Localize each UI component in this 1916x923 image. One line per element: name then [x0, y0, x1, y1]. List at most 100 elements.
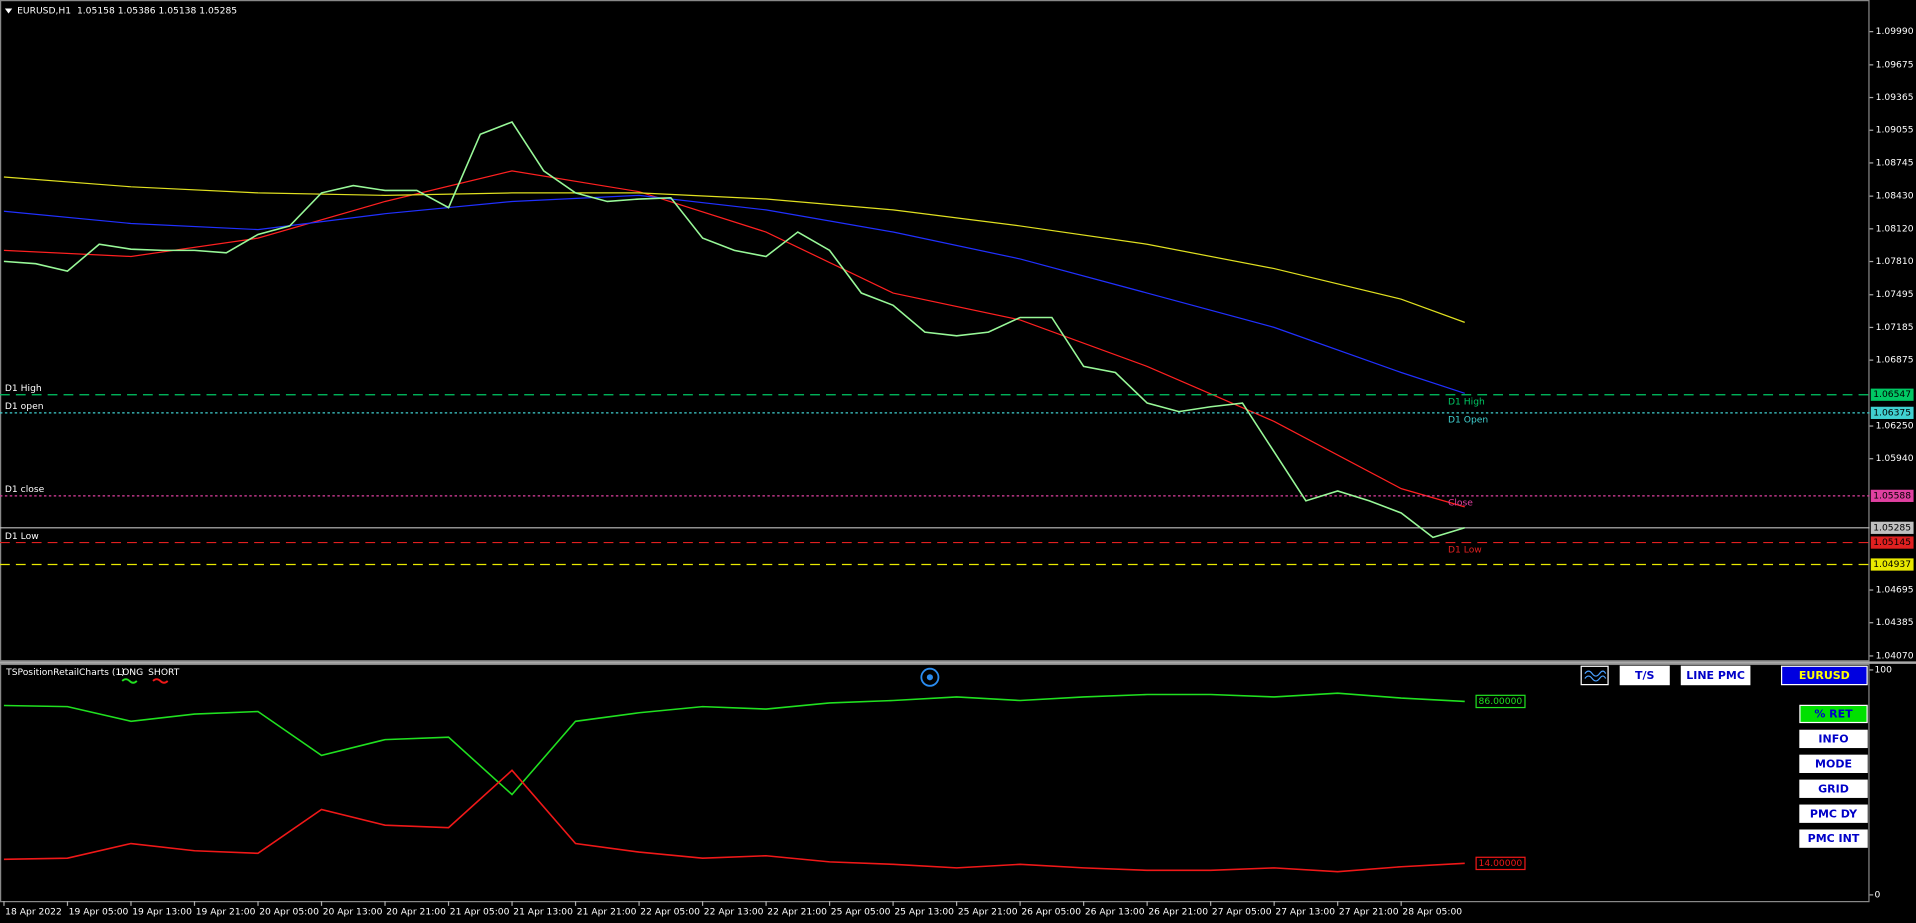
level-right-label: D1 High [1448, 397, 1485, 408]
price-tag-label: 1.04937 [1873, 559, 1911, 570]
button[interactable]: INFO [1799, 729, 1868, 749]
y-tick-label: 1.07810 [1876, 256, 1914, 267]
x-tick-label: 26 Apr 13:00 [1085, 906, 1145, 917]
y-tick-label: 1.06875 [1876, 355, 1914, 366]
x-tick-label: 26 Apr 21:00 [1148, 906, 1208, 917]
y-tick-label: 1.06250 [1876, 421, 1914, 432]
button[interactable]: LINE PMC [1680, 665, 1751, 686]
x-tick-label: 22 Apr 05:00 [640, 906, 700, 917]
button-label: PMC INT [1808, 832, 1860, 845]
settings-icon[interactable] [920, 667, 940, 687]
indicator-title: TSPositionRetailCharts (1) [5, 667, 125, 678]
x-tick-label: 25 Apr 21:00 [958, 906, 1018, 917]
button-label: GRID [1818, 782, 1849, 795]
x-tick-label: 19 Apr 05:00 [69, 906, 129, 917]
wave-button[interactable] [1580, 665, 1609, 686]
level-left-label: D1 Low [5, 531, 39, 542]
price-line [3, 121, 1465, 539]
chart-layer: 1.09990 1.09675 1.09365 1.09055 1.08745 1.084… [0, 26, 1914, 917]
y-tick-label: 1.04385 [1876, 617, 1914, 628]
x-tick-label: 22 Apr 21:00 [767, 906, 827, 917]
button[interactable]: PMC DY [1799, 804, 1868, 823]
x-tick-label: 21 Apr 05:00 [450, 906, 510, 917]
button[interactable]: MODE [1799, 754, 1868, 773]
y-tick-label: 1.05940 [1876, 453, 1914, 464]
button-label: MODE [1815, 757, 1852, 770]
price-tag-label: 1.05588 [1873, 490, 1911, 501]
button-face [1799, 704, 1868, 724]
button[interactable]: % RET [1799, 704, 1868, 724]
y-tick-label: 1.08745 [1876, 157, 1914, 168]
x-tick-label: 27 Apr 13:00 [1275, 906, 1335, 917]
indicator-line [3, 769, 1465, 873]
icon-dot [926, 674, 933, 681]
price-tag-label: 1.05285 [1873, 522, 1911, 533]
moving-average [3, 170, 1465, 508]
button-face [1799, 729, 1868, 749]
y-tick-label: 1.04695 [1876, 585, 1914, 596]
level-right-label: Close [1448, 498, 1473, 509]
y-tick-label: 100 [1874, 664, 1892, 675]
button-face [1680, 665, 1751, 686]
price-tag [1870, 558, 1914, 571]
price-tag-label: 1.06375 [1873, 407, 1911, 418]
price-tag [1870, 388, 1914, 401]
y-tick-label: 1.07495 [1876, 289, 1914, 300]
wave-icon [1584, 670, 1607, 682]
x-tick-label: 18 Apr 2022 [5, 906, 62, 917]
button-label: % RET [1814, 708, 1853, 721]
button[interactable]: EURUSD [1780, 665, 1868, 686]
button[interactable]: GRID [1799, 779, 1868, 798]
button-face [1799, 804, 1868, 823]
x-tick-label: 28 Apr 05:00 [1402, 906, 1462, 917]
button-label: PMC DY [1810, 807, 1858, 820]
level-left-label: D1 close [5, 484, 45, 495]
indicator-line [3, 692, 1465, 796]
x-tick-label: 19 Apr 21:00 [196, 906, 256, 917]
button-face [1780, 665, 1868, 686]
y-tick-label: 1.08120 [1876, 223, 1914, 234]
last-value-label: 86.00000 [1479, 696, 1523, 707]
x-tick-label: 20 Apr 05:00 [259, 906, 319, 917]
button-face [1799, 779, 1868, 798]
button[interactable]: T/S [1619, 665, 1670, 686]
icon-ring [920, 667, 940, 687]
level-right-label: D1 Open [1448, 415, 1488, 426]
y-tick-label: 1.09365 [1876, 92, 1914, 103]
x-tick-label: 19 Apr 13:00 [132, 906, 192, 917]
price-tag [1870, 489, 1914, 502]
x-tick-label: 27 Apr 21:00 [1339, 906, 1399, 917]
price-tag [1870, 536, 1914, 549]
button-face [1619, 665, 1670, 686]
last-value-box [1475, 694, 1526, 709]
x-tick-label: 21 Apr 13:00 [513, 906, 573, 917]
header-text: EURUSD,H1 1.05158 1.05386 1.05138 1.0528… [17, 6, 237, 17]
y-tick-label: 1.09675 [1876, 59, 1914, 70]
y-tick-label: 1.08430 [1876, 191, 1914, 202]
level-right-label: D1 Low [1448, 544, 1482, 555]
x-tick-label: 25 Apr 05:00 [831, 906, 891, 917]
x-tick-label: 26 Apr 05:00 [1021, 906, 1081, 917]
header-arrow[interactable] [4, 8, 13, 14]
indicator-pane-frame [0, 663, 1870, 903]
x-tick-label: 20 Apr 21:00 [386, 906, 446, 917]
x-tick-label: 25 Apr 13:00 [894, 906, 954, 917]
legend-entry: LONG [117, 667, 143, 678]
button-face [1799, 829, 1868, 848]
x-tick-label: 21 Apr 21:00 [577, 906, 637, 917]
level-left-label: D1 open [5, 401, 44, 412]
y-tick-label: 1.09990 [1876, 26, 1914, 37]
price-tag [1870, 406, 1914, 419]
last-value-box [1475, 856, 1526, 871]
legend-swatch [152, 678, 169, 684]
button-label: T/S [1635, 669, 1655, 682]
button-label: LINE PMC [1686, 669, 1745, 682]
button[interactable]: PMC INT [1799, 829, 1868, 848]
x-tick-label: 20 Apr 13:00 [323, 906, 383, 917]
button-face [1799, 754, 1868, 773]
last-value-label: 14.00000 [1479, 858, 1523, 869]
moving-average [3, 194, 1465, 394]
